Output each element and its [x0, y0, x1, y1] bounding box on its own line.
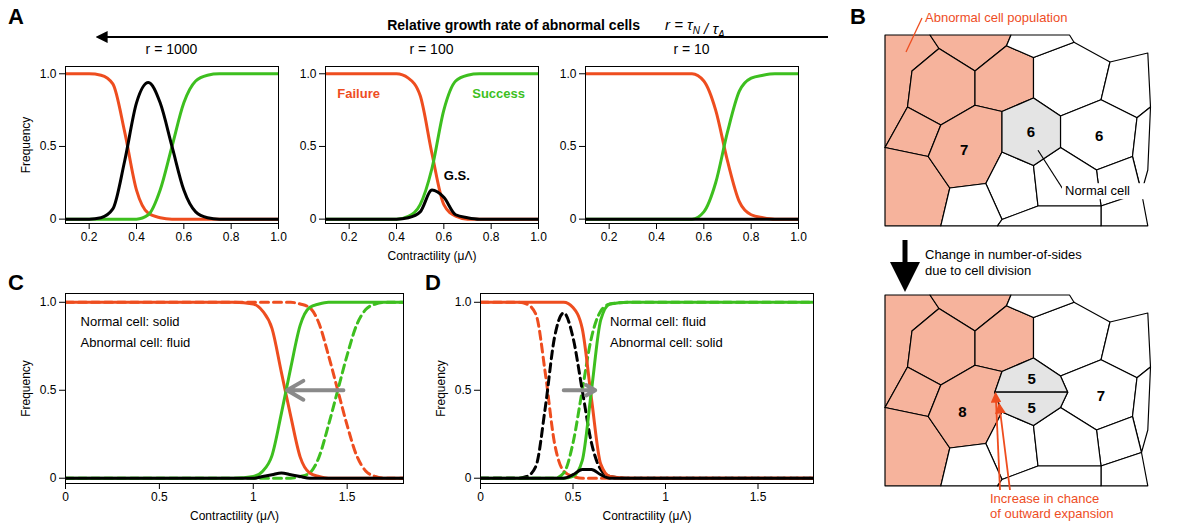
svg-text:1.5: 1.5: [339, 490, 356, 504]
svg-text:0.5: 0.5: [565, 490, 582, 504]
svg-text:0: 0: [310, 212, 317, 226]
svg-text:0.4: 0.4: [648, 230, 665, 244]
svg-text:0.2: 0.2: [81, 230, 98, 244]
svg-text:r = 1000: r = 1000: [146, 41, 198, 57]
svg-text:0.5: 0.5: [560, 139, 577, 153]
svg-text:5: 5: [1028, 399, 1036, 416]
svg-text:0.5: 0.5: [300, 139, 317, 153]
svg-text:0: 0: [465, 471, 472, 485]
svg-text:G.S.: G.S.: [444, 168, 470, 183]
svg-text:Abnormal cell: solid: Abnormal cell: solid: [610, 335, 723, 350]
svg-text:Failure: Failure: [337, 86, 380, 101]
svg-text:r = 10: r = 10: [673, 41, 709, 57]
svg-text:Contractility (μΛ): Contractility (μΛ): [603, 509, 692, 523]
svg-text:0.6: 0.6: [435, 230, 452, 244]
svg-text:0: 0: [50, 212, 57, 226]
svg-text:of outward expansion: of outward expansion: [990, 506, 1114, 521]
svg-text:Increase in chance: Increase in chance: [990, 491, 1099, 506]
svg-text:1.0: 1.0: [270, 230, 287, 244]
svg-text:due to cell division: due to cell division: [925, 263, 1031, 278]
svg-text:Relative growth rate of abnorm: Relative growth rate of abnormal cells: [387, 17, 640, 33]
svg-text:Abnormal cell: fluid: Abnormal cell: fluid: [81, 335, 191, 350]
svg-text:0: 0: [570, 212, 577, 226]
svg-text:7: 7: [1097, 387, 1105, 404]
svg-text:0.8: 0.8: [743, 230, 760, 244]
svg-text:Normal cell: fluid: Normal cell: fluid: [610, 314, 706, 329]
svg-text:0.5: 0.5: [40, 139, 57, 153]
svg-text:5: 5: [1028, 370, 1036, 387]
svg-text:1.0: 1.0: [40, 67, 57, 81]
svg-text:A: A: [8, 4, 24, 29]
svg-text:0: 0: [62, 490, 69, 504]
svg-text:1.0: 1.0: [40, 295, 57, 309]
svg-text:0: 0: [50, 471, 57, 485]
svg-text:6: 6: [1095, 127, 1103, 144]
svg-text:0: 0: [477, 490, 484, 504]
svg-text:r = τN / τA: r = τN / τA: [665, 16, 725, 40]
svg-text:0.6: 0.6: [175, 230, 192, 244]
svg-text:Frequency: Frequency: [434, 360, 448, 417]
svg-text:1.0: 1.0: [455, 295, 472, 309]
svg-text:0.4: 0.4: [388, 230, 405, 244]
svg-text:0.8: 0.8: [223, 230, 240, 244]
svg-text:Contractility (μΛ): Contractility (μΛ): [190, 509, 279, 523]
svg-text:0.2: 0.2: [341, 230, 358, 244]
svg-text:7: 7: [960, 141, 968, 158]
svg-text:C: C: [8, 270, 24, 295]
svg-text:0.5: 0.5: [151, 490, 168, 504]
svg-text:1.0: 1.0: [560, 67, 577, 81]
svg-text:6: 6: [1027, 123, 1035, 140]
svg-text:Success: Success: [472, 86, 525, 101]
svg-text:1.5: 1.5: [750, 490, 767, 504]
svg-text:Contractility (μΛ): Contractility (μΛ): [388, 249, 477, 263]
svg-text:Normal cell: Normal cell: [1065, 183, 1130, 198]
svg-text:B: B: [850, 4, 866, 29]
svg-text:D: D: [425, 270, 441, 295]
svg-text:1.0: 1.0: [790, 230, 807, 244]
svg-text:0.4: 0.4: [128, 230, 145, 244]
svg-text:Change in number-of-sides: Change in number-of-sides: [925, 247, 1082, 262]
svg-text:1: 1: [662, 490, 669, 504]
svg-text:0.8: 0.8: [483, 230, 500, 244]
svg-text:0.5: 0.5: [455, 383, 472, 397]
svg-text:r = 100: r = 100: [410, 41, 454, 57]
svg-text:1.0: 1.0: [300, 67, 317, 81]
svg-text:1.0: 1.0: [530, 230, 547, 244]
svg-text:0.5: 0.5: [40, 383, 57, 397]
svg-text:0.2: 0.2: [601, 230, 618, 244]
svg-text:Frequency: Frequency: [19, 117, 33, 174]
svg-text:0.6: 0.6: [695, 230, 712, 244]
svg-text:1: 1: [250, 490, 257, 504]
svg-text:8: 8: [958, 403, 966, 420]
svg-text:Frequency: Frequency: [19, 360, 33, 417]
svg-text:Abnormal cell population: Abnormal cell population: [925, 10, 1067, 25]
svg-text:Normal cell: solid: Normal cell: solid: [81, 314, 180, 329]
